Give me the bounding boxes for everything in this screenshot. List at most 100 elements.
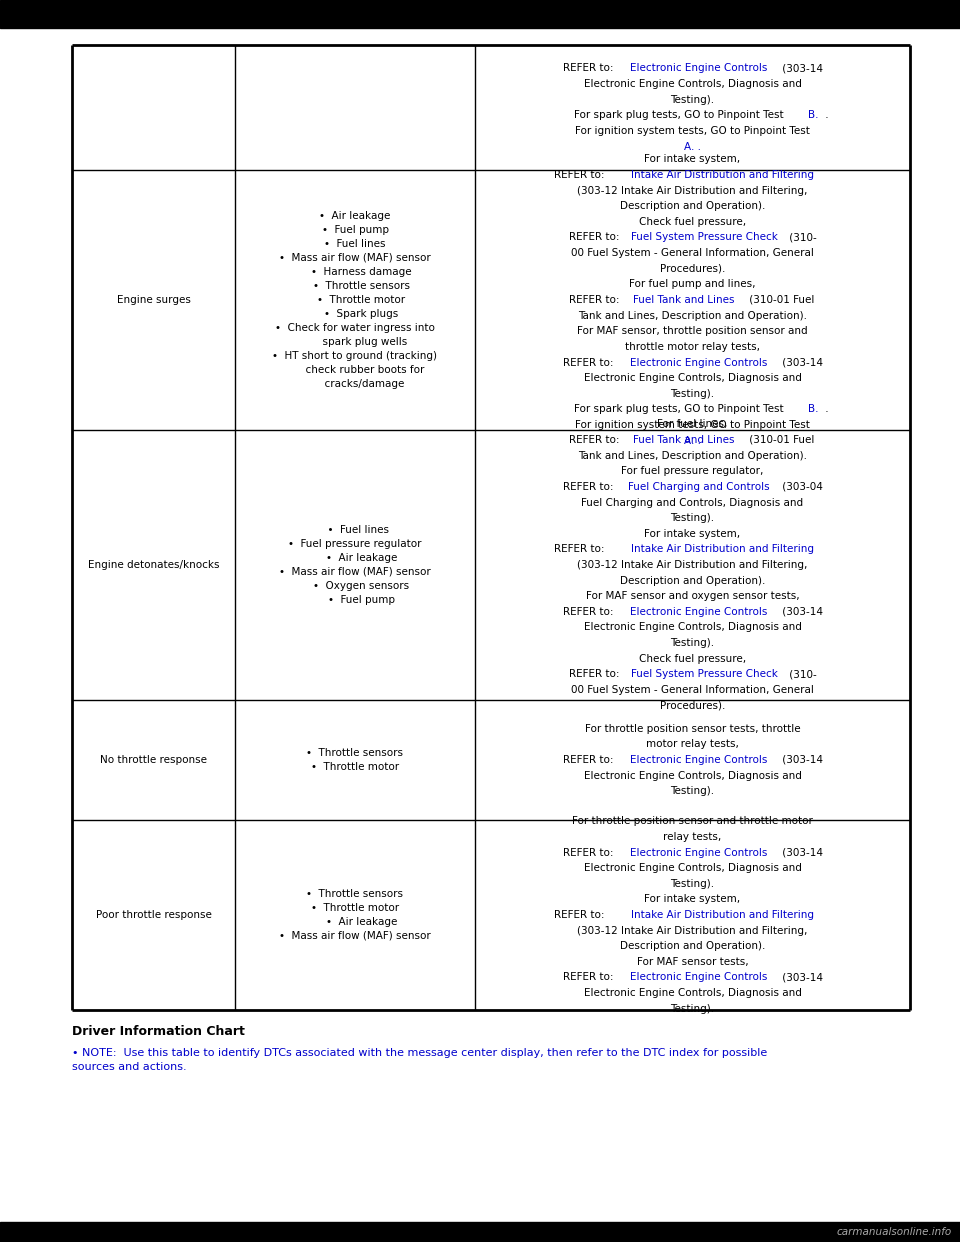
Text: Engine detonates/knocks: Engine detonates/knocks: [87, 560, 219, 570]
Text: Electronic Engine Controls, Diagnosis and: Electronic Engine Controls, Diagnosis an…: [584, 79, 802, 89]
Text: Testing).: Testing).: [670, 389, 714, 399]
Text: Fuel System Pressure Check: Fuel System Pressure Check: [631, 669, 778, 679]
Text: Description and Operation).: Description and Operation).: [620, 941, 765, 951]
Text: Procedures).: Procedures).: [660, 700, 725, 710]
Text: Electronic Engine Controls, Diagnosis and: Electronic Engine Controls, Diagnosis an…: [584, 989, 802, 999]
Text: For MAF sensor and oxygen sensor tests,: For MAF sensor and oxygen sensor tests,: [586, 591, 800, 601]
Text: For ignition system tests, GO to Pinpoint Test: For ignition system tests, GO to Pinpoin…: [575, 125, 810, 135]
Text: For fuel pressure regulator,: For fuel pressure regulator,: [621, 466, 764, 476]
Text: Electronic Engine Controls, Diagnosis and: Electronic Engine Controls, Diagnosis an…: [584, 373, 802, 383]
Text: B.: B.: [808, 405, 819, 415]
Text: Description and Operation).: Description and Operation).: [620, 575, 765, 586]
Text: Fuel Charging and Controls, Diagnosis and: Fuel Charging and Controls, Diagnosis an…: [582, 498, 804, 508]
Text: For fuel pump and lines,: For fuel pump and lines,: [629, 279, 756, 289]
Text: carmanualsonline.info: carmanualsonline.info: [837, 1227, 952, 1237]
Text: REFER to:: REFER to:: [569, 435, 623, 445]
Text: Fuel Tank and Lines: Fuel Tank and Lines: [633, 435, 734, 445]
Text: Poor throttle response: Poor throttle response: [96, 910, 211, 920]
Text: •  Throttle sensors
•  Throttle motor: • Throttle sensors • Throttle motor: [306, 748, 403, 773]
Text: Testing).: Testing).: [670, 1004, 714, 1013]
Text: relay tests,: relay tests,: [663, 832, 722, 842]
Text: B.: B.: [808, 111, 819, 120]
Text: Testing).: Testing).: [670, 879, 714, 889]
Text: REFER to:: REFER to:: [563, 607, 616, 617]
Text: Fuel System Pressure Check: Fuel System Pressure Check: [631, 232, 778, 242]
Text: For fuel lines,: For fuel lines,: [658, 420, 728, 430]
Text: (303-12 Intake Air Distribution and Filtering,: (303-12 Intake Air Distribution and Filt…: [577, 560, 807, 570]
Text: For intake system,: For intake system,: [644, 154, 740, 164]
Text: REFER to:: REFER to:: [569, 296, 623, 306]
Text: REFER to:: REFER to:: [563, 755, 616, 765]
Text: Electronic Engine Controls: Electronic Engine Controls: [630, 755, 767, 765]
Text: For intake system,: For intake system,: [644, 529, 740, 539]
Text: REFER to:: REFER to:: [563, 358, 616, 368]
Text: Electronic Engine Controls, Diagnosis and: Electronic Engine Controls, Diagnosis an…: [584, 770, 802, 781]
Text: Electronic Engine Controls, Diagnosis and: Electronic Engine Controls, Diagnosis an…: [584, 622, 802, 632]
Text: REFER to:: REFER to:: [563, 63, 616, 73]
Text: REFER to:: REFER to:: [569, 669, 623, 679]
Text: A. .: A. .: [684, 436, 701, 446]
Text: motor relay tests,: motor relay tests,: [646, 739, 739, 749]
Text: REFER to:: REFER to:: [563, 482, 616, 492]
Text: Intake Air Distribution and Filtering: Intake Air Distribution and Filtering: [632, 910, 814, 920]
Text: Electronic Engine Controls: Electronic Engine Controls: [630, 972, 767, 982]
Text: (310-01 Fuel: (310-01 Fuel: [746, 435, 814, 445]
Text: •  Air leakage
•  Fuel pump
•  Fuel lines
•  Mass air flow (MAF) sensor
    •  H: • Air leakage • Fuel pump • Fuel lines •…: [273, 211, 438, 389]
Text: Testing).: Testing).: [670, 638, 714, 648]
Text: REFER to:: REFER to:: [554, 170, 608, 180]
Text: Check fuel pressure,: Check fuel pressure,: [639, 217, 746, 227]
Text: Intake Air Distribution and Filtering: Intake Air Distribution and Filtering: [632, 170, 814, 180]
Text: Procedures).: Procedures).: [660, 263, 725, 273]
Text: Fuel Charging and Controls: Fuel Charging and Controls: [628, 482, 769, 492]
Text: For throttle position sensor and throttle motor: For throttle position sensor and throttl…: [572, 816, 813, 826]
Text: (303-14: (303-14: [780, 847, 824, 857]
Text: .: .: [822, 111, 828, 120]
Text: • NOTE:  Use this table to identify DTCs associated with the message center disp: • NOTE: Use this table to identify DTCs …: [72, 1048, 767, 1072]
Text: (310-01 Fuel: (310-01 Fuel: [746, 296, 814, 306]
Text: (303-04: (303-04: [780, 482, 823, 492]
Text: Engine surges: Engine surges: [116, 296, 190, 306]
Text: Electronic Engine Controls: Electronic Engine Controls: [630, 63, 767, 73]
Text: Electronic Engine Controls: Electronic Engine Controls: [630, 607, 767, 617]
Text: •  Throttle sensors
•  Throttle motor
    •  Air leakage
•  Mass air flow (MAF) : • Throttle sensors • Throttle motor • Ai…: [279, 889, 431, 941]
Text: Fuel Tank and Lines: Fuel Tank and Lines: [633, 296, 734, 306]
Text: .: .: [822, 405, 828, 415]
Text: REFER to:: REFER to:: [563, 972, 616, 982]
Text: (303-14: (303-14: [780, 755, 824, 765]
Text: (303-14: (303-14: [780, 607, 824, 617]
Text: For spark plug tests, GO to Pinpoint Test: For spark plug tests, GO to Pinpoint Tes…: [574, 405, 787, 415]
Bar: [0, 0, 960, 29]
Text: For ignition system tests, GO to Pinpoint Test: For ignition system tests, GO to Pinpoin…: [575, 420, 810, 430]
Text: REFER to:: REFER to:: [554, 544, 608, 554]
Text: (310-: (310-: [786, 232, 817, 242]
Text: (303-12 Intake Air Distribution and Filtering,: (303-12 Intake Air Distribution and Filt…: [577, 185, 807, 196]
Text: (303-14: (303-14: [780, 358, 824, 368]
Text: (303-12 Intake Air Distribution and Filtering,: (303-12 Intake Air Distribution and Filt…: [577, 925, 807, 935]
Text: Intake Air Distribution and Filtering: Intake Air Distribution and Filtering: [632, 544, 814, 554]
Text: Description and Operation).: Description and Operation).: [620, 201, 765, 211]
Text: Tank and Lines, Description and Operation).: Tank and Lines, Description and Operatio…: [578, 310, 807, 320]
Text: For MAF sensor, throttle position sensor and: For MAF sensor, throttle position sensor…: [577, 327, 807, 337]
Text: Electronic Engine Controls, Diagnosis and: Electronic Engine Controls, Diagnosis an…: [584, 863, 802, 873]
Text: Testing).: Testing).: [670, 513, 714, 523]
Text: REFER to:: REFER to:: [554, 910, 608, 920]
Text: Tank and Lines, Description and Operation).: Tank and Lines, Description and Operatio…: [578, 451, 807, 461]
Text: (303-14: (303-14: [780, 63, 824, 73]
Text: For MAF sensor tests,: For MAF sensor tests,: [636, 956, 748, 966]
Text: 00 Fuel System - General Information, General: 00 Fuel System - General Information, Ge…: [571, 248, 814, 258]
Text: 00 Fuel System - General Information, General: 00 Fuel System - General Information, Ge…: [571, 686, 814, 696]
Text: For throttle position sensor tests, throttle: For throttle position sensor tests, thro…: [585, 724, 801, 734]
Text: For intake system,: For intake system,: [644, 894, 740, 904]
Text: Testing).: Testing).: [670, 786, 714, 796]
Text: •  Fuel lines
•  Fuel pressure regulator
    •  Air leakage
•  Mass air flow (MA: • Fuel lines • Fuel pressure regulator •…: [279, 525, 431, 605]
Text: REFER to:: REFER to:: [563, 847, 616, 857]
Bar: [0, 1222, 960, 1242]
Text: Check fuel pressure,: Check fuel pressure,: [639, 653, 746, 663]
Text: No throttle response: No throttle response: [100, 755, 207, 765]
Text: Testing).: Testing).: [670, 94, 714, 104]
Text: (303-14: (303-14: [780, 972, 824, 982]
Text: REFER to:: REFER to:: [569, 232, 623, 242]
Text: Electronic Engine Controls: Electronic Engine Controls: [630, 847, 767, 857]
Text: A. .: A. .: [684, 142, 701, 152]
Text: (310-: (310-: [786, 669, 817, 679]
